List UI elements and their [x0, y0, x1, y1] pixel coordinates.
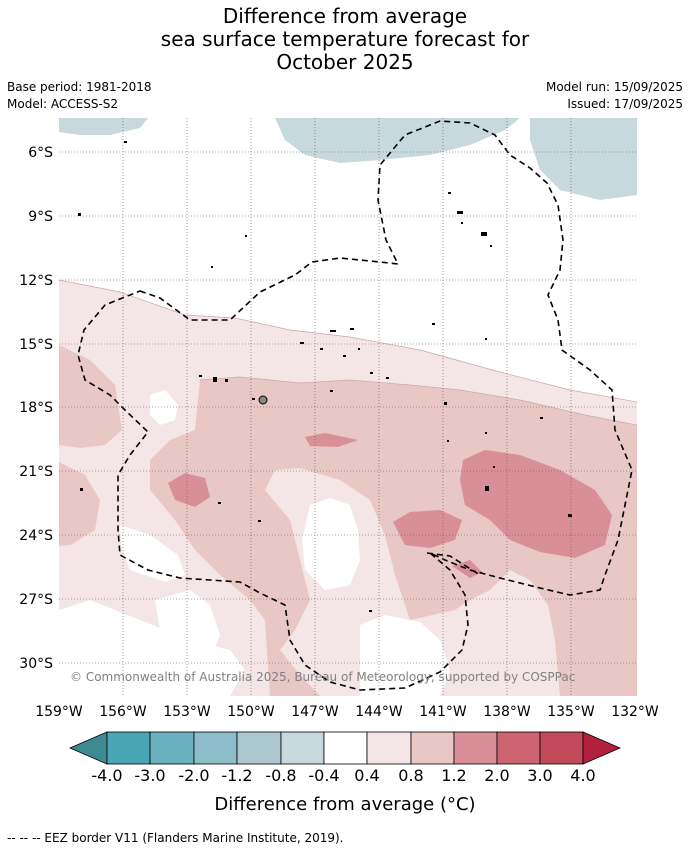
colorbar-seg-6	[323, 731, 368, 765]
colorbar-seg-4	[236, 731, 282, 765]
lat-label-18s: 18°S	[19, 400, 53, 416]
neutral-pocket-2	[302, 498, 360, 590]
colorbar-seg-9	[453, 731, 498, 765]
lon-label-138w: 138°W	[483, 704, 531, 720]
lat-label-9s: 9°S	[28, 209, 53, 225]
colorbar-tick-1: -4.0	[91, 766, 123, 785]
colorbar-seg-3	[193, 731, 238, 765]
lon-label-147w: 147°W	[291, 704, 339, 720]
base-period: Base period: 1981-2018	[7, 80, 152, 94]
colorbar-seg-7	[366, 731, 412, 765]
eez-border-south	[426, 552, 481, 576]
neutral-pocket-5	[155, 590, 220, 660]
colorbar-tick-9: 1.2	[441, 766, 467, 785]
lon-label-135w: 135°W	[547, 704, 595, 720]
neutral-pocket-6	[360, 615, 450, 696]
colorbar-seg-11	[539, 731, 584, 765]
colorbar-seg-1	[106, 731, 151, 765]
cool-region-northwest	[59, 118, 148, 135]
colorbar-seg-10	[496, 731, 541, 765]
colorbar-tick-12: 4.0	[570, 766, 596, 785]
model-run: Model run: 15/09/2025	[545, 80, 683, 94]
colorbar-tick-10: 2.0	[484, 766, 510, 785]
colorbar-tick-3: -2.0	[178, 766, 210, 785]
lon-label-144w: 144°W	[355, 704, 403, 720]
title-line-2: sea surface temperature forecast for	[160, 27, 530, 51]
lon-label-159w: 159°W	[35, 704, 83, 720]
cool-region-north	[275, 118, 520, 163]
warm-patch-2	[168, 473, 210, 507]
islands	[78, 141, 572, 612]
neutral-pocket-3	[120, 525, 185, 582]
lon-label-153w: 153°W	[163, 704, 211, 720]
neutral-pocket-4	[59, 600, 245, 696]
colorbar-seg-8	[410, 731, 455, 765]
lat-label-30s: 30°S	[19, 656, 53, 672]
island-rarotonga	[258, 395, 268, 405]
lon-label-156w: 156°W	[99, 704, 147, 720]
colorbar-tick-2: -3.0	[134, 766, 166, 785]
colorbar-tick-5: -0.8	[265, 766, 297, 785]
title-line-3: October 2025	[276, 50, 414, 74]
gridlines	[59, 118, 637, 696]
model-name: Model: ACCESS-S2	[7, 97, 119, 111]
eez-legend-footer: -- -- -- EEZ border V11 (Flanders Marine…	[7, 831, 344, 845]
colorbar-tick-4: -1.2	[221, 766, 253, 785]
colorbar-extend-high	[582, 731, 622, 765]
warm-patch-3	[393, 510, 462, 548]
lon-label-150w: 150°W	[227, 704, 275, 720]
lat-label-24s: 24°S	[19, 528, 53, 544]
warm-region-mid-sw	[59, 462, 100, 546]
colorbar-tick-7: 0.4	[354, 766, 380, 785]
lon-label-141w: 141°W	[419, 704, 467, 720]
neutral-pocket-1	[150, 390, 178, 425]
lat-label-15s: 15°S	[19, 337, 53, 353]
colorbar-tick-11: 3.0	[527, 766, 553, 785]
colorbar-extend-low	[68, 731, 108, 765]
cool-region-northeast	[530, 118, 637, 200]
title-line-1: Difference from average	[222, 4, 468, 28]
colorbar-tick-6: -0.4	[308, 766, 340, 785]
warm-patch-4	[460, 450, 612, 558]
issued-date: Issued: 17/09/2025	[567, 97, 683, 111]
copyright-notice: © Commonwealth of Australia 2025, Bureau…	[70, 670, 575, 684]
lat-label-6s: 6°S	[28, 145, 53, 161]
lon-label-132w: 132°W	[611, 704, 659, 720]
warm-patch-5	[452, 560, 482, 578]
warm-region-mid-west	[59, 345, 122, 448]
warm-patch-1	[305, 433, 358, 447]
colorbar-seg-2	[149, 731, 195, 765]
colorbar-label: Difference from average (°C)	[214, 794, 476, 815]
lat-label-21s: 21°S	[19, 464, 53, 480]
lat-label-12s: 12°S	[19, 273, 53, 289]
colorbar-tick-8: 0.8	[398, 766, 424, 785]
colorbar	[68, 731, 622, 765]
lat-label-27s: 27°S	[19, 592, 53, 608]
colorbar-seg-5	[280, 731, 325, 765]
eez-border-main	[77, 120, 633, 691]
